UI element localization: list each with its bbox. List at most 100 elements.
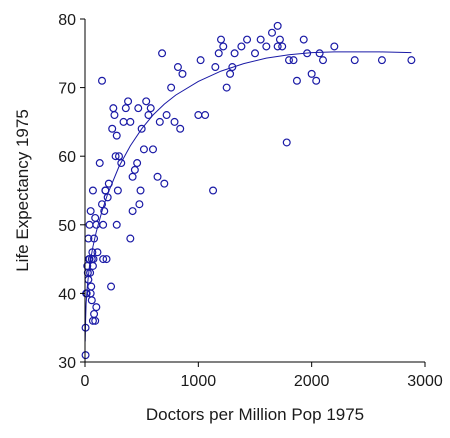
data-point — [312, 76, 321, 85]
y-axis-title: Life Expectancy 1975 — [13, 109, 32, 272]
data-point — [149, 145, 158, 154]
data-point — [97, 76, 106, 85]
data-point — [285, 56, 294, 65]
data-point — [176, 124, 185, 133]
data-point — [243, 35, 252, 44]
fit-curve — [84, 51, 412, 342]
data-point — [262, 42, 271, 51]
data-point — [407, 56, 416, 65]
data-point — [130, 165, 139, 174]
data-point — [292, 76, 301, 85]
data-point — [99, 255, 108, 264]
data-point — [222, 83, 231, 92]
data-point — [85, 255, 94, 264]
x-tick-label: 1000 — [181, 373, 217, 390]
x-axis-ticks: 0 1000 2000 3000 — [81, 362, 443, 390]
data-point — [173, 63, 182, 72]
x-axis-title: Doctors per Million Pop 1975 — [146, 405, 364, 424]
data-point — [319, 56, 328, 65]
data-point — [111, 152, 120, 161]
data-point — [117, 159, 126, 168]
x-tick-label: 3000 — [407, 373, 443, 390]
data-point — [273, 42, 282, 51]
data-point — [81, 351, 90, 360]
data-point — [109, 104, 118, 113]
data-point — [251, 49, 260, 58]
data-point — [102, 255, 111, 264]
data-point — [124, 97, 133, 106]
data-point — [95, 159, 104, 168]
data-point — [330, 42, 339, 51]
data-point — [226, 69, 235, 78]
data-point — [114, 152, 123, 161]
data-point — [91, 213, 100, 222]
data-point — [133, 159, 142, 168]
data-point — [299, 35, 308, 44]
data-point — [93, 248, 102, 257]
y-tick-label: 60 — [58, 149, 76, 166]
y-tick-label: 70 — [58, 81, 76, 98]
data-point — [113, 186, 122, 195]
data-point — [112, 220, 121, 229]
data-point — [228, 63, 237, 72]
data-point — [167, 83, 176, 92]
data-point — [275, 35, 284, 44]
data-point — [99, 220, 108, 229]
data-point — [90, 309, 99, 318]
data-point — [217, 35, 226, 44]
data-point — [142, 97, 151, 106]
data-point — [87, 296, 96, 305]
data-point — [230, 49, 239, 58]
data-point — [194, 111, 203, 120]
data-point — [92, 303, 101, 312]
data-point — [86, 207, 95, 216]
data-point — [110, 111, 119, 120]
x-tick-label: 2000 — [294, 373, 330, 390]
data-point — [88, 186, 97, 195]
data-point — [91, 316, 100, 325]
data-point — [153, 172, 162, 181]
data-point — [160, 179, 169, 188]
data-point — [87, 282, 96, 291]
data-point — [350, 56, 359, 65]
data-point — [278, 42, 287, 51]
data-point — [86, 268, 95, 277]
data-point — [209, 186, 218, 195]
data-point — [119, 117, 128, 126]
data-point — [196, 56, 205, 65]
x-tick-label: 0 — [81, 373, 90, 390]
y-axis-ticks: 30 40 50 60 70 80 — [58, 12, 85, 372]
data-point — [315, 49, 324, 58]
data-point — [144, 111, 153, 120]
data-point — [201, 111, 210, 120]
data-point — [112, 131, 121, 140]
data-points — [81, 21, 416, 360]
data-point — [126, 117, 135, 126]
data-point — [237, 42, 246, 51]
y-tick-label: 80 — [58, 12, 76, 29]
data-point — [128, 207, 137, 216]
data-point — [134, 104, 143, 113]
data-point — [273, 21, 282, 30]
data-point — [282, 138, 291, 147]
data-point — [85, 220, 94, 229]
data-point — [178, 69, 187, 78]
data-point — [100, 207, 109, 216]
data-point — [162, 111, 171, 120]
y-tick-label: 30 — [58, 355, 76, 372]
data-point — [377, 56, 386, 65]
data-point — [121, 104, 130, 113]
data-point — [170, 117, 179, 126]
data-point — [219, 42, 228, 51]
data-point — [137, 124, 146, 133]
y-tick-label: 40 — [58, 286, 76, 303]
y-tick-label: 50 — [58, 218, 76, 235]
data-point — [289, 56, 298, 65]
data-point — [214, 49, 223, 58]
data-point — [158, 49, 167, 58]
data-point — [256, 35, 265, 44]
data-point — [211, 63, 220, 72]
data-point — [126, 234, 135, 243]
data-point — [107, 282, 116, 291]
